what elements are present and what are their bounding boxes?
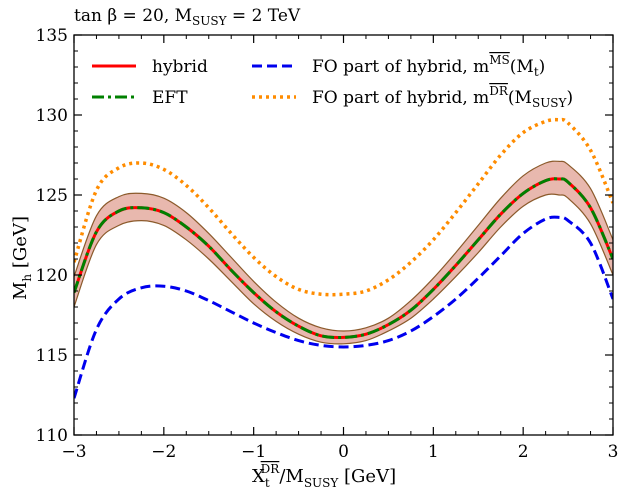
axes: −3 −2 −1 0 1 2 3 110 115 120 125 130 135: [36, 26, 619, 462]
legend: hybrid EFT FO part of hybrid, mMS(Mt) FO…: [92, 53, 573, 110]
y-tick-label: 120: [36, 266, 68, 286]
legend-label-fo-dr: FO part of hybrid, mDR(MSUSY): [312, 84, 573, 110]
band-upper-edge: [74, 160, 613, 332]
chart-title: tan β = 20, MSUSY = 2 TeV: [74, 6, 301, 28]
y-tick-label: 110: [36, 426, 68, 446]
x-tick-label: 3: [608, 442, 619, 462]
plot-area: [74, 117, 613, 399]
x-tick-label: −1: [241, 442, 266, 462]
band-lower-edge: [74, 193, 613, 345]
legend-label-eft: EFT: [152, 88, 188, 108]
series-eft-line: [74, 177, 613, 340]
legend-label-fo-ms: FO part of hybrid, mMS(Mt): [312, 53, 545, 79]
y-axis-label: Mh [GeV]: [10, 216, 34, 300]
x-tick-label: 0: [338, 442, 349, 462]
x-tick-label: −3: [61, 442, 86, 462]
x-tick-label: 1: [428, 442, 439, 462]
series-fo-dr-line: [74, 117, 613, 297]
x-tick-label: 2: [518, 442, 529, 462]
y-tick-label: 130: [36, 106, 68, 126]
y-tick-label: 135: [36, 26, 68, 46]
series-group: [74, 117, 613, 399]
series-fo-ms-line: [74, 215, 613, 399]
y-tick-label: 115: [36, 346, 68, 366]
legend-label-hybrid: hybrid: [152, 57, 208, 77]
y-tick-label: 125: [36, 186, 68, 206]
x-tick-label: −2: [151, 442, 176, 462]
x-axis-label: XtDR/MSUSY [GeV]: [252, 462, 396, 490]
